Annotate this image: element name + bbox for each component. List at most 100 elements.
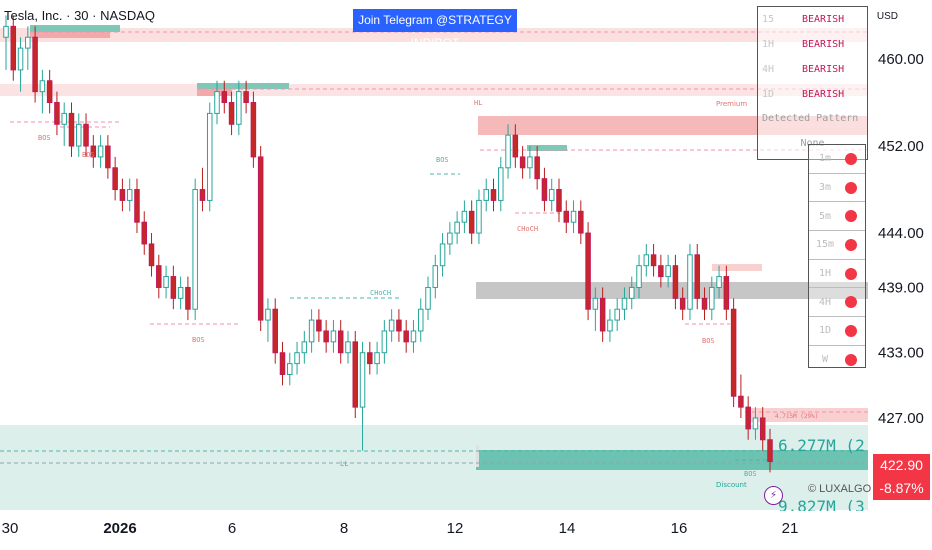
pattern-tf: 3m bbox=[818, 182, 832, 194]
symbol-title[interactable]: Tesla, Inc. · 30 · NASDAQ bbox=[4, 8, 155, 23]
candle-body bbox=[228, 102, 235, 125]
candle-body bbox=[636, 265, 642, 288]
candle-body bbox=[185, 286, 191, 310]
time-tick: 30 bbox=[2, 520, 19, 537]
candle-body bbox=[417, 308, 424, 332]
candle-body bbox=[192, 189, 198, 310]
candle-body bbox=[83, 123, 89, 147]
candle-body bbox=[279, 352, 286, 375]
candle-body bbox=[257, 156, 264, 321]
bias-tf: 1D bbox=[762, 89, 775, 100]
candle-body bbox=[32, 36, 38, 93]
luxalgo-watermark: © LUXALGO bbox=[808, 483, 872, 495]
candle-body bbox=[301, 341, 308, 354]
candle-body bbox=[396, 319, 402, 332]
pattern-row: 1H bbox=[809, 260, 865, 289]
candle-body bbox=[316, 319, 322, 332]
candle-body bbox=[476, 199, 482, 234]
bias-value: BEARISH bbox=[802, 14, 845, 25]
pattern-label: Detected Pattern bbox=[762, 113, 859, 124]
candle-body bbox=[156, 265, 162, 288]
candle-body bbox=[323, 330, 329, 343]
candle-body bbox=[752, 417, 759, 430]
pattern-row: W bbox=[809, 346, 865, 374]
bias-value: BEARISH bbox=[802, 64, 845, 75]
price-tick: 452.00 bbox=[878, 138, 924, 155]
candle-body bbox=[745, 406, 751, 430]
time-tick: 16 bbox=[671, 520, 688, 537]
candle-body bbox=[701, 297, 708, 310]
candle-body bbox=[359, 352, 366, 408]
red-dot-icon bbox=[845, 296, 857, 309]
candle-body bbox=[672, 265, 679, 299]
candle-body bbox=[767, 439, 773, 463]
candle-body bbox=[679, 297, 686, 310]
candle-body bbox=[687, 254, 693, 310]
candle-body bbox=[76, 123, 82, 147]
candle-body bbox=[621, 297, 628, 310]
order-block bbox=[712, 264, 762, 271]
bias-tf: 15 bbox=[762, 14, 775, 25]
pattern-value: None bbox=[800, 138, 825, 149]
volume-label: 6.277M (2 bbox=[778, 436, 865, 455]
choch-label: CHoCH bbox=[517, 225, 538, 233]
red-dot-icon bbox=[845, 152, 857, 165]
price-tick: 460.00 bbox=[878, 51, 924, 68]
candle-body bbox=[534, 156, 540, 180]
candle-body bbox=[483, 189, 489, 201]
candle-body bbox=[454, 221, 460, 234]
bos-label: BOS bbox=[82, 151, 95, 159]
candle-body bbox=[410, 330, 417, 343]
pattern-row: 1m bbox=[809, 145, 865, 174]
order-block-label: 4.715M (29%) bbox=[775, 413, 818, 420]
red-dot-icon bbox=[845, 267, 857, 280]
candle-body bbox=[308, 319, 315, 343]
candle-body bbox=[607, 319, 613, 332]
order-block bbox=[527, 145, 567, 151]
premium-zone bbox=[0, 84, 868, 96]
candle-body bbox=[709, 286, 715, 310]
currency-label: USD bbox=[876, 11, 898, 22]
candle-body bbox=[512, 134, 519, 158]
bos-label: BOS bbox=[436, 156, 449, 164]
candle-body bbox=[658, 265, 664, 278]
candle-body bbox=[265, 308, 271, 321]
candle-body bbox=[250, 102, 257, 158]
candle-body bbox=[330, 330, 337, 343]
candle-body bbox=[61, 112, 67, 125]
candle-body bbox=[374, 352, 380, 365]
bos-label: BOS bbox=[38, 134, 51, 142]
candle-body bbox=[432, 265, 439, 288]
candle-body bbox=[243, 91, 249, 104]
bias-tf: 1H bbox=[762, 39, 775, 50]
change-label: -8.87% bbox=[873, 477, 930, 500]
candle-body bbox=[206, 112, 213, 201]
pattern-tf: 1m bbox=[818, 153, 832, 165]
candle-body bbox=[738, 395, 744, 408]
candle-body bbox=[381, 330, 388, 354]
candle-body bbox=[694, 254, 700, 299]
time-tick: 6 bbox=[228, 520, 236, 537]
pattern-tf: 5m bbox=[818, 210, 832, 222]
candle-body bbox=[46, 80, 53, 104]
choch-label: CHoCH bbox=[370, 289, 391, 297]
candle-body bbox=[563, 210, 570, 223]
telegram-banner[interactable]: Join Telegram @STRATEGY INDIBOT bbox=[353, 9, 517, 50]
pattern-tf: 4H bbox=[818, 296, 832, 308]
candle-body bbox=[490, 189, 497, 201]
candle-body bbox=[54, 102, 60, 125]
candle-body bbox=[141, 221, 148, 245]
candle-body bbox=[650, 254, 657, 267]
candle-body bbox=[548, 189, 555, 201]
candle-body bbox=[163, 276, 169, 288]
red-dot-icon bbox=[845, 324, 857, 337]
candle-body bbox=[294, 352, 300, 365]
order-block bbox=[197, 83, 289, 89]
lightning-icon[interactable]: ⚡ bbox=[764, 486, 783, 505]
pattern-row: 1D bbox=[809, 317, 865, 346]
candle-body bbox=[439, 243, 446, 267]
candle-body bbox=[17, 47, 24, 71]
order-block bbox=[476, 445, 479, 467]
candle-body bbox=[287, 363, 293, 375]
